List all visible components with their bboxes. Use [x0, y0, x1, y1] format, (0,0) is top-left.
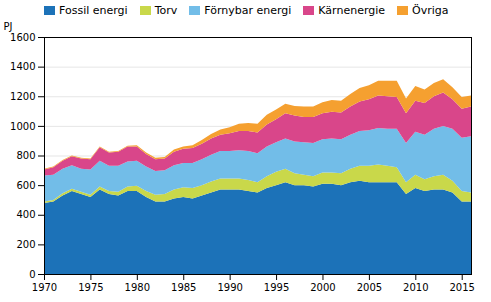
html-text:Övriga: Övriga — [412, 4, 449, 17]
svg-text:800: 800 — [16, 150, 35, 161]
svg-text:1000: 1000 — [10, 121, 35, 132]
svg-text:400: 400 — [16, 209, 35, 220]
html-text:Torv: Torv — [154, 4, 178, 17]
svg-text:200: 200 — [16, 239, 35, 250]
svg-text:2015: 2015 — [449, 282, 474, 293]
svg-text:1985: 1985 — [171, 282, 196, 293]
svg-text:2010: 2010 — [403, 282, 428, 293]
svg-text:2000: 2000 — [310, 282, 335, 293]
svg-text:1200: 1200 — [10, 91, 35, 102]
svg-text:1600: 1600 — [10, 32, 35, 43]
html-text:Fossil energi: Fossil energi — [59, 4, 128, 17]
html-text:Kärnenergie: Kärnenergie — [318, 4, 386, 17]
svg-text:1990: 1990 — [217, 282, 242, 293]
svg-text:600: 600 — [16, 180, 35, 191]
svg-text:1995: 1995 — [264, 282, 289, 293]
svg-text:0: 0 — [29, 269, 35, 280]
html-text:Förnybar energi: Förnybar energi — [204, 4, 292, 17]
svg-text:2005: 2005 — [357, 282, 382, 293]
svg-text:1975: 1975 — [78, 282, 103, 293]
svg-text:PJ: PJ — [4, 21, 13, 32]
svg-text:1980: 1980 — [125, 282, 150, 293]
svg-text:1400: 1400 — [10, 61, 35, 72]
svg-text:1970: 1970 — [32, 282, 57, 293]
